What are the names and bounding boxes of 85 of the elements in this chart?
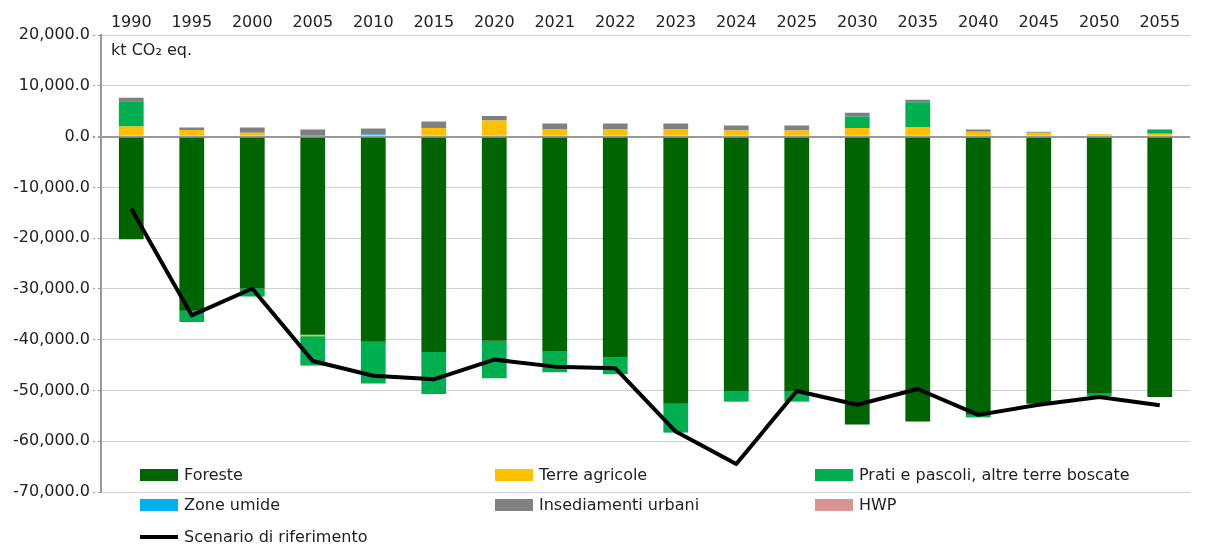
bar bbox=[663, 123, 689, 130]
legend-label: Foreste bbox=[184, 465, 243, 484]
bar bbox=[300, 129, 326, 136]
x-tick-label: 2024 bbox=[715, 11, 757, 31]
x-tick-label: 2030 bbox=[836, 11, 878, 31]
bar bbox=[360, 137, 386, 342]
bar bbox=[1147, 129, 1173, 134]
bar bbox=[723, 125, 749, 131]
bar bbox=[602, 123, 628, 130]
bar bbox=[602, 137, 628, 358]
bar bbox=[1086, 393, 1112, 397]
legend-label: Terre agricole bbox=[539, 465, 648, 484]
bar bbox=[905, 127, 931, 136]
x-tick-label: 2040 bbox=[957, 11, 999, 31]
bar bbox=[1147, 137, 1173, 398]
bar bbox=[663, 129, 689, 136]
bar bbox=[118, 126, 144, 136]
bar bbox=[965, 129, 991, 132]
x-tick-label: 2035 bbox=[897, 11, 939, 31]
x-tick-label: 2010 bbox=[352, 11, 394, 31]
legend-label: Zone umide bbox=[184, 495, 280, 514]
bar bbox=[239, 127, 265, 133]
bar bbox=[421, 128, 447, 136]
legend-label: Prati e pascoli, altre terre boscate bbox=[859, 465, 1130, 484]
bar bbox=[360, 341, 386, 384]
legend-label: Insediamenti urbani bbox=[539, 495, 700, 514]
y-tick-label: -10,000.0 bbox=[12, 176, 91, 196]
y-axis-title: kt CO₂ eq. bbox=[111, 40, 193, 60]
x-tick-label: 2005 bbox=[292, 11, 334, 31]
bar bbox=[421, 121, 447, 128]
x-tick-label: 2022 bbox=[594, 11, 636, 31]
bar bbox=[1026, 137, 1052, 404]
y-tick-label: 0.0 bbox=[64, 125, 91, 145]
bar bbox=[905, 102, 931, 128]
x-tick-label: 2023 bbox=[655, 11, 697, 31]
y-tick-label: -50,000.0 bbox=[12, 379, 91, 399]
x-tick-label: 2015 bbox=[413, 11, 455, 31]
bar bbox=[1147, 133, 1173, 136]
bar bbox=[723, 137, 749, 391]
bar bbox=[421, 137, 447, 352]
y-tick-label: -30,000.0 bbox=[12, 278, 91, 298]
bar bbox=[239, 137, 265, 289]
bar bbox=[542, 129, 568, 136]
bar bbox=[905, 137, 931, 422]
bar bbox=[360, 128, 386, 135]
legend-label: HWP bbox=[859, 495, 897, 514]
bar bbox=[784, 125, 810, 131]
x-tick-label: 2020 bbox=[473, 11, 515, 31]
x-tick-label: 2025 bbox=[776, 11, 818, 31]
x-tick-label: 2055 bbox=[1139, 11, 1181, 31]
bar bbox=[239, 132, 265, 136]
bar bbox=[602, 129, 628, 136]
bar bbox=[481, 120, 507, 136]
legend-label: Scenario di riferimento bbox=[184, 527, 368, 546]
bar bbox=[784, 137, 810, 391]
bar bbox=[663, 137, 689, 404]
y-tick-label: -40,000.0 bbox=[12, 328, 91, 348]
y-tick-label: -70,000.0 bbox=[12, 481, 91, 501]
bar bbox=[118, 137, 144, 240]
bar bbox=[965, 131, 991, 136]
bar bbox=[784, 130, 810, 136]
y-tick-label: -20,000.0 bbox=[12, 227, 91, 247]
x-tick-label: 2021 bbox=[534, 11, 576, 31]
bar bbox=[844, 137, 870, 425]
bar bbox=[723, 391, 749, 402]
y-tick-label: 20,000.0 bbox=[18, 24, 91, 44]
bar bbox=[723, 130, 749, 136]
bar bbox=[300, 137, 326, 335]
bar bbox=[481, 137, 507, 341]
bar bbox=[1086, 137, 1112, 394]
bar bbox=[179, 130, 205, 136]
bar bbox=[542, 137, 568, 352]
bar bbox=[965, 137, 991, 415]
x-tick-label: 1990 bbox=[110, 11, 152, 31]
x-tick-label: 1995 bbox=[171, 11, 213, 31]
x-tick-label: 2000 bbox=[231, 11, 273, 31]
bar bbox=[844, 128, 870, 136]
bar bbox=[118, 101, 144, 127]
x-tick-label: 2045 bbox=[1018, 11, 1060, 31]
y-tick-label: -60,000.0 bbox=[12, 430, 91, 450]
x-tick-label: 2050 bbox=[1078, 11, 1120, 31]
bar bbox=[542, 123, 568, 130]
bar bbox=[844, 116, 870, 129]
bar bbox=[179, 137, 205, 311]
y-tick-label: 10,000.0 bbox=[18, 75, 91, 95]
